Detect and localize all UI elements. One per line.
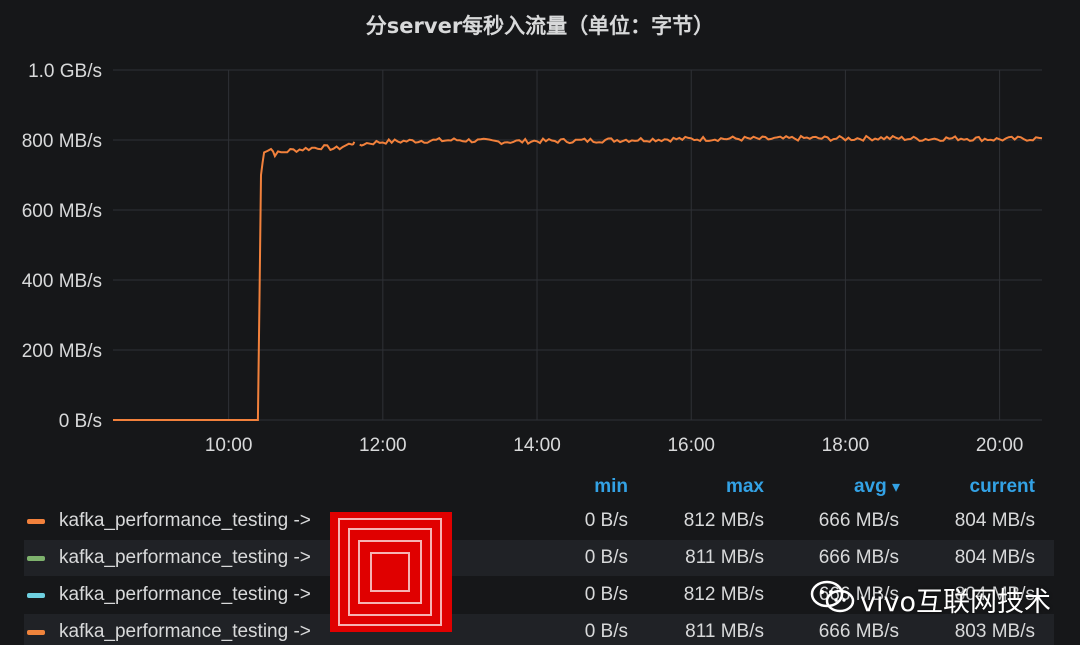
y-tick-label: 800 MB/s xyxy=(22,131,102,152)
watermark-text: vivo互联网技术 xyxy=(860,587,1051,618)
legend-header-current[interactable]: current xyxy=(969,476,1035,497)
y-tick-label: 400 MB/s xyxy=(22,271,102,292)
legend-row[interactable]: kafka_performance_testing -> 0 B/s 811 M… xyxy=(24,540,1054,576)
x-tick-label: 10:00 xyxy=(205,435,253,456)
series-line xyxy=(113,141,356,421)
series-avg: 666 MB/s xyxy=(818,510,899,531)
series-current: 803 MB/s xyxy=(954,621,1035,642)
series-min: 0 B/s xyxy=(584,547,628,568)
legend-header-max[interactable]: max xyxy=(725,476,764,497)
x-tick-label: 12:00 xyxy=(359,435,407,456)
series-color-swatch[interactable] xyxy=(27,593,45,598)
x-tick-label: 20:00 xyxy=(976,435,1024,456)
x-tick-label: 16:00 xyxy=(667,435,715,456)
y-tick-label: 1.0 GB/s xyxy=(28,61,102,82)
sort-arrow-icon: ▾ xyxy=(891,479,900,496)
series-max: 812 MB/s xyxy=(683,510,764,531)
legend-table: min max avg ▾ current kafka_performance_… xyxy=(0,468,1080,645)
series-name[interactable]: kafka_performance_testing -> xyxy=(59,584,311,605)
series-line xyxy=(359,134,1043,147)
series-avg: 666 MB/s xyxy=(818,621,899,642)
series-max: 811 MB/s xyxy=(685,621,764,642)
redaction-block xyxy=(330,512,452,632)
legend-header: min max avg ▾ current xyxy=(0,476,1080,500)
series-name[interactable]: kafka_performance_testing -> xyxy=(59,621,311,642)
series-min: 0 B/s xyxy=(584,510,628,531)
series-current: 804 MB/s xyxy=(954,510,1035,531)
y-tick-label: 600 MB/s xyxy=(22,201,102,222)
line-chart[interactable]: 0 B/s 200 MB/s 400 MB/s 600 MB/s 800 MB/s 1.0… xyxy=(0,0,1080,468)
series-color-swatch[interactable] xyxy=(27,519,45,524)
legend-row[interactable]: kafka_performance_testing -> 0 B/s 811 M… xyxy=(24,614,1054,645)
y-tick-label: 200 MB/s xyxy=(22,341,102,362)
series-current: 804 MB/s xyxy=(954,547,1035,568)
panel-title[interactable]: 分server每秒入流量（单位：字节） xyxy=(365,14,715,38)
wechat-icon xyxy=(810,580,855,613)
legend-header-min[interactable]: min xyxy=(594,476,628,497)
series-max: 811 MB/s xyxy=(685,547,764,568)
series-color-swatch[interactable] xyxy=(27,556,45,561)
series-min: 0 B/s xyxy=(584,584,628,605)
x-tick-label: 14:00 xyxy=(513,435,561,456)
series-name[interactable]: kafka_performance_testing -> xyxy=(59,547,311,568)
series-color-swatch[interactable] xyxy=(27,630,45,635)
legend-row[interactable]: kafka_performance_testing -> 0 B/s 812 M… xyxy=(24,577,1054,613)
series-name[interactable]: kafka_performance_testing -> xyxy=(59,510,311,531)
series-avg: 666 MB/s xyxy=(818,547,899,568)
legend-header-avg-label: avg xyxy=(853,476,887,497)
legend-row[interactable]: kafka_performance_testing -> 0 B/s 812 M… xyxy=(24,503,1054,539)
series-current: 804 MB/s xyxy=(954,584,1035,605)
series-max: 812 MB/s xyxy=(683,584,764,605)
series-min: 0 B/s xyxy=(584,621,628,642)
legend-header-avg[interactable]: avg ▾ xyxy=(820,476,900,498)
y-tick-label: 0 B/s xyxy=(59,411,102,432)
x-tick-label: 18:00 xyxy=(822,435,870,456)
